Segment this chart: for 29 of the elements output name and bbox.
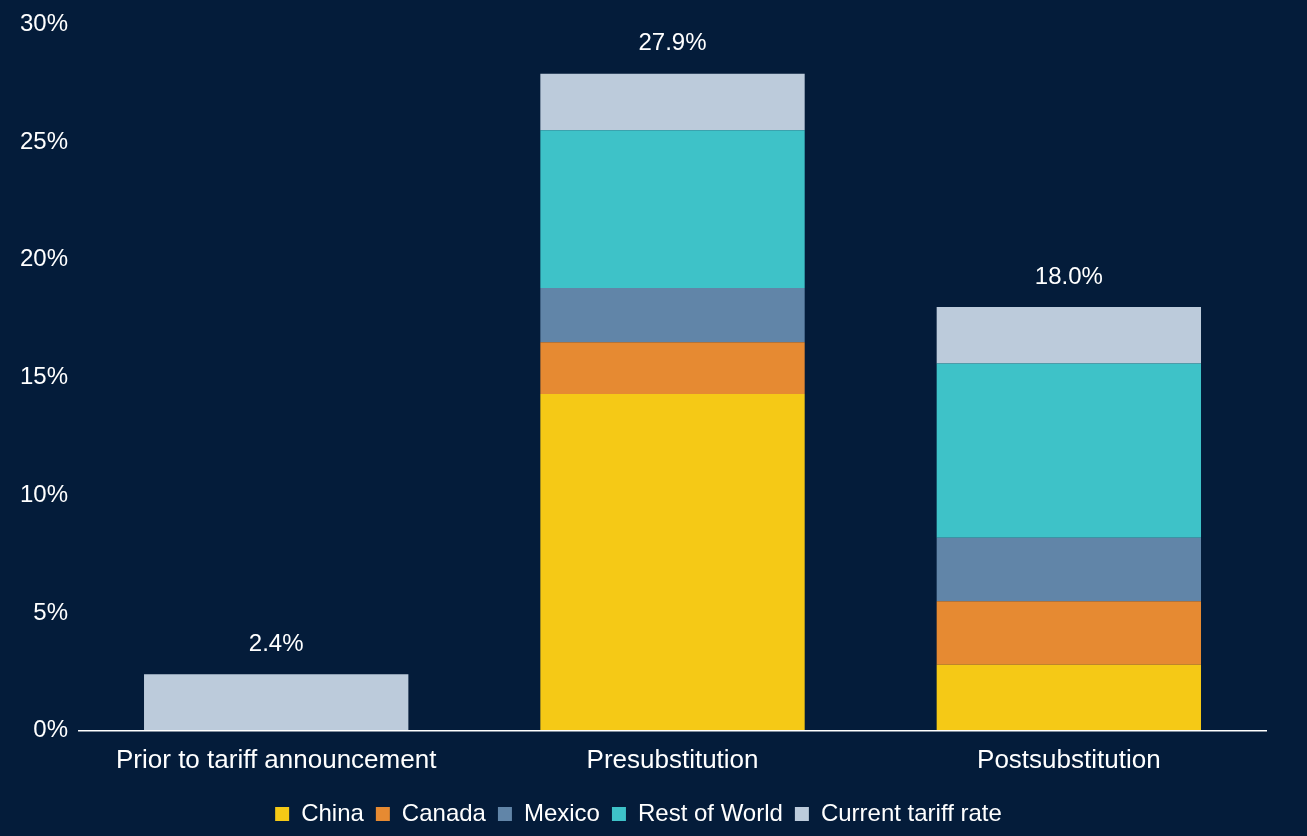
bar	[936, 601, 1202, 665]
bar	[144, 674, 409, 731]
bar	[936, 306, 1202, 364]
bar	[540, 394, 805, 731]
y-tick-label: 25%	[19, 126, 69, 154]
total-label: 2.4%	[248, 628, 304, 656]
y-tick-label: 15%	[19, 362, 69, 390]
legend-label: China	[301, 798, 365, 826]
y-tick-label: 20%	[19, 244, 69, 272]
bar	[540, 73, 805, 131]
y-tick-label: 0%	[33, 715, 69, 743]
bar	[936, 537, 1202, 602]
x-tick-label: Postsubstitution	[977, 743, 1161, 774]
y-tick-label: 30%	[19, 9, 69, 37]
bar	[936, 363, 1202, 538]
x-tick-label: Prior to tariff announcement	[116, 743, 438, 774]
legend-label: Mexico	[523, 798, 600, 826]
legend-label: Current tariff rate	[820, 798, 1002, 826]
legend-label: Canada	[401, 798, 487, 826]
x-tick-label: Presubstitution	[586, 743, 759, 774]
total-label: 27.9%	[638, 28, 707, 56]
bar	[540, 342, 805, 395]
total-label: 18.0%	[1034, 261, 1103, 289]
bar	[540, 130, 805, 289]
y-tick-label: 5%	[33, 597, 69, 625]
legend-label: Rest of World	[637, 798, 783, 826]
y-tick-label: 10%	[19, 479, 69, 507]
bar	[936, 664, 1202, 731]
bar	[540, 288, 805, 343]
